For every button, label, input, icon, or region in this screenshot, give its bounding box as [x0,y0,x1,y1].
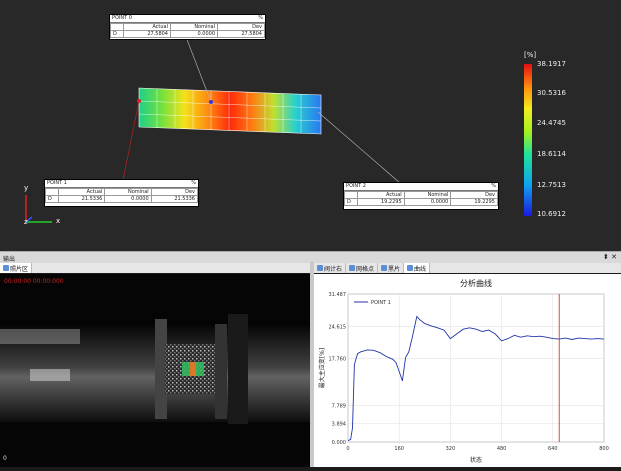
camera-view[interactable]: 00:00:00 00:00:000 0 [0,274,310,467]
row-axis: D [344,198,358,206]
callout-unit: % [258,15,263,21]
series-line-point-1 [347,315,605,442]
tab-curve[interactable]: 曲线 [404,263,431,273]
tab-label: 照片区 [10,265,29,273]
axis-y-label: y [24,184,29,192]
point-0-marker [209,100,213,104]
colorbar-label: 12.7513 [537,181,566,189]
photo-icon [3,265,9,271]
tab-label: 网格点 [356,265,375,273]
tab-label: 曲线 [414,265,427,273]
callout-point-1[interactable]: POINT 1% Actual Nominal Dev D 21.5336 0.0000… [44,179,199,207]
callout-unit: % [191,180,196,186]
panel-controls[interactable]: ⬍ ✕ [603,253,617,261]
callout-title: POINT 0 [112,15,132,21]
value-actual: 19.2295 [357,198,405,206]
legend-label: POINT 1 [371,300,391,306]
col-header: Actual [123,23,171,31]
colorbar [524,64,532,216]
col-header: Dev [217,23,265,31]
y-tick-label: 24.615 [329,324,347,330]
x-tick-label: 0 [346,446,349,452]
y-tick-label: 17.760 [329,357,347,363]
camera-image [0,274,310,467]
value-nominal: 0.0000 [403,198,452,206]
x-tick-label: 640 [548,446,558,452]
callout-point-0[interactable]: POINT 0% Actual Nominal Dev D 27.5804 0.0000… [109,14,266,40]
x-axis-label: 状态 [470,456,482,464]
value-dev: 27.5804 [217,30,265,38]
strain-mesh [138,87,322,135]
tab-label: 阀计右 [324,265,343,273]
col-header: Actual [57,188,106,196]
x-tick-label: 480 [497,446,507,452]
callout-title: POINT 1 [47,180,67,186]
output-panel-title: 输出 [3,256,16,263]
row-axis: D [45,195,59,203]
y-tick-label: 7.789 [332,403,346,409]
col-header: Dev [450,191,498,199]
leader-line-2 [317,111,401,184]
tab-grid[interactable]: 网格点 [346,263,379,273]
chart-title: 分析曲线 [460,278,492,288]
axis-triad [25,195,52,223]
x-tick-label: 160 [394,446,404,452]
analysis-chart-pane[interactable]: 分析曲线 0 160 320 480 640 800 0.000 3.894 7.789 17.76… [314,274,621,467]
col-header: Dev [150,188,199,196]
leader-line-0 [185,36,212,103]
row-axis: D [110,30,124,38]
y-tick-label: 31.487 [329,292,347,298]
callout-title: POINT 2 [346,183,366,189]
tab-calc[interactable]: 阀计右 [314,263,347,273]
value-actual: 21.5336 [57,195,106,203]
pane-divider[interactable] [310,262,314,467]
film-icon [381,265,388,271]
x-tick-label: 800 [599,446,609,452]
axis-z-label: z [24,218,28,226]
right-tab-bar: 阀计右 网格点 黑片 曲线 [314,263,621,273]
point-1-marker [137,99,141,103]
left-tab-bar: 照片区 [0,263,310,273]
callout-unit: % [491,183,496,189]
tab-photo[interactable]: 照片区 [0,263,33,273]
y-tick-label: 3.894 [332,422,346,428]
tab-film[interactable]: 黑片 [378,263,405,273]
y-tick-label: 0.000 [332,440,346,446]
colorbar-label: 24.4745 [537,119,566,127]
col-header: Nominal [403,191,452,199]
colorbar-label: 18.6114 [537,150,566,158]
colorbar-label: 10.6912 [537,210,566,218]
3d-scene[interactable] [0,0,621,251]
callout-point-2[interactable]: POINT 2% Actual Nominal Dev D 19.2295 0.0000… [343,182,499,210]
table-icon [317,265,323,271]
value-nominal: 0.0000 [104,195,152,203]
col-header: Nominal [170,23,218,31]
x-tick-label: 320 [446,446,456,452]
tab-label: 黑片 [388,265,401,273]
axis-x-label: x [56,217,61,225]
mesh-grid [138,88,322,134]
y-axis-label: 最大主应变[%] [318,348,326,388]
analysis-chart[interactable]: 分析曲线 0 160 320 480 640 800 0.000 3.894 7.789 17.76… [314,274,621,467]
leader-line-1 [122,100,140,181]
value-dev: 19.2295 [450,198,498,206]
frame-index: 0 [3,455,7,462]
value-nominal: 0.0000 [170,30,218,38]
value-dev: 21.5336 [150,195,199,203]
output-panel-header: 输出 ⬍ ✕ [0,251,621,263]
colorbar-label: 30.5316 [537,89,566,97]
grid-icon [349,265,356,271]
3d-viewport[interactable]: [%] 38.1917 30.5316 24.4745 18.6114 12.7… [0,0,621,251]
col-header: Nominal [104,188,152,196]
curve-icon [407,265,414,271]
col-header: Actual [357,191,405,199]
colorbar-label: 38.1917 [537,60,566,68]
colorbar-unit: [%] [524,51,537,59]
plot-area [347,293,605,443]
camera-timestamp: 00:00:00 00:00:000 [4,278,64,285]
value-actual: 27.5804 [123,30,171,38]
